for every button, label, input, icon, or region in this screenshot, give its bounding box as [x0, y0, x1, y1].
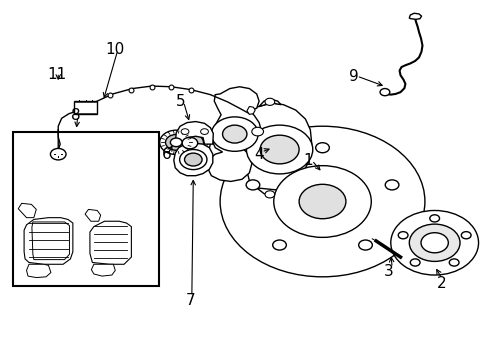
Circle shape [220, 126, 424, 277]
Polygon shape [173, 143, 212, 176]
Polygon shape [259, 99, 281, 107]
Polygon shape [26, 264, 51, 278]
Circle shape [159, 130, 192, 154]
Polygon shape [91, 264, 115, 276]
Circle shape [315, 143, 329, 153]
Circle shape [448, 259, 458, 266]
Circle shape [211, 117, 258, 151]
Text: 6: 6 [161, 147, 171, 162]
Circle shape [385, 180, 398, 190]
Polygon shape [256, 188, 283, 195]
Circle shape [264, 98, 274, 105]
Text: 8: 8 [71, 108, 81, 123]
Circle shape [182, 137, 197, 149]
Circle shape [272, 240, 286, 250]
Circle shape [273, 166, 370, 237]
Text: 3: 3 [383, 264, 392, 279]
Text: 1: 1 [303, 153, 312, 168]
Circle shape [260, 135, 299, 164]
Polygon shape [175, 122, 213, 144]
Text: 9: 9 [348, 68, 358, 84]
Polygon shape [408, 13, 421, 19]
Polygon shape [85, 210, 101, 221]
Circle shape [200, 129, 208, 134]
Text: 11: 11 [47, 67, 66, 82]
Polygon shape [24, 218, 73, 264]
Circle shape [390, 211, 478, 275]
Circle shape [460, 231, 470, 239]
Circle shape [165, 134, 186, 150]
Polygon shape [74, 101, 97, 114]
Circle shape [264, 191, 274, 198]
Polygon shape [207, 87, 261, 181]
Circle shape [358, 240, 371, 250]
Text: 7: 7 [185, 293, 195, 308]
Circle shape [246, 125, 312, 174]
Polygon shape [246, 107, 255, 114]
Text: 10: 10 [105, 42, 124, 57]
Circle shape [409, 259, 419, 266]
Circle shape [251, 127, 263, 136]
Circle shape [429, 215, 439, 222]
Circle shape [420, 233, 447, 253]
Circle shape [184, 153, 202, 166]
Text: 4: 4 [254, 147, 264, 162]
Circle shape [50, 148, 66, 160]
Circle shape [179, 149, 206, 170]
Polygon shape [32, 222, 69, 260]
Circle shape [170, 138, 182, 147]
Circle shape [245, 180, 259, 190]
Bar [13, 132, 159, 286]
Circle shape [176, 133, 203, 153]
Polygon shape [246, 103, 311, 191]
Polygon shape [90, 221, 131, 264]
Text: 5: 5 [176, 94, 185, 109]
Circle shape [408, 224, 459, 261]
Circle shape [379, 89, 389, 96]
Circle shape [181, 129, 188, 134]
Circle shape [222, 125, 246, 143]
Polygon shape [18, 203, 36, 218]
Circle shape [397, 231, 407, 239]
Circle shape [299, 184, 345, 219]
Circle shape [169, 128, 210, 158]
Text: 2: 2 [436, 276, 446, 292]
